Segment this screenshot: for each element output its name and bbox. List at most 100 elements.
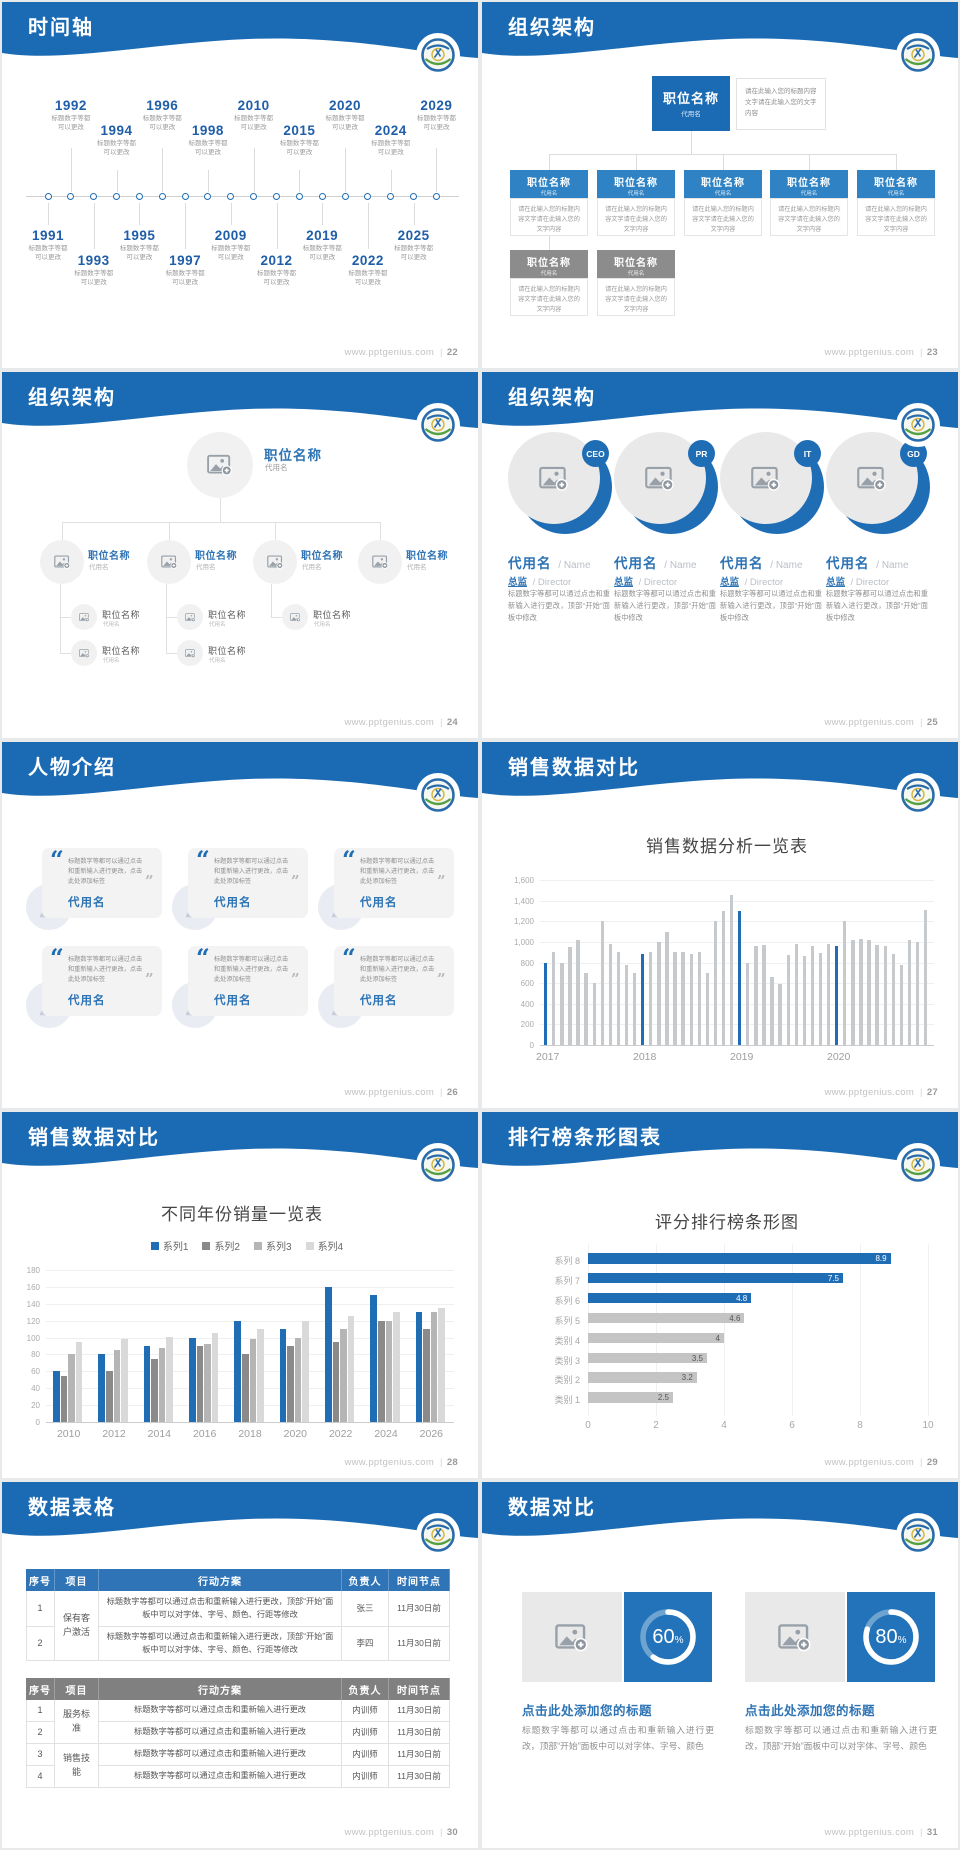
timeline-dot [410,193,418,200]
timeline-item-desc: 标题数字等都可以更改 [74,270,114,287]
member-role-en: / Director [848,577,890,588]
bar-category-label: 系列 8 [554,1256,580,1266]
bar [624,964,629,1045]
bar [438,1308,446,1422]
timeline-year: 1991 [31,228,65,243]
chart-title: 销售数据分析一览表 [646,837,808,856]
slide-25-org-members[interactable]: 组织架构 CEO 代用名 / Name 总监 / Director 标题数字等都可以通… [482,372,958,738]
org-level3-name: 职位名称 [208,646,247,656]
member-desc: 标题数字等都可以通过点击和重新输入进行更改，顶部“开始”面板中修改 [720,589,822,623]
school-emblem-icon [899,36,937,74]
org-connector [166,584,167,653]
image-placeholder-icon [53,555,70,569]
bar [632,972,637,1045]
x-tick-label: 8 [857,1420,863,1431]
image-placeholder-icon [184,612,195,622]
footer-divider: | [440,1827,443,1838]
member-name-row: 代用名 / Name [614,552,724,573]
org-connector [60,584,61,653]
timeline-item: 2022 标题数字等都可以更改 [339,253,397,288]
bar [568,947,572,1045]
org-child-node: 职位名称 代用名 [597,170,675,198]
timeline-item: 1994 标题数字等都可以更改 [88,123,146,158]
donut-percent-unit: % [897,1634,907,1646]
bar [713,921,718,1045]
quote-text: 标题数字等都可以通过点击和重新输入进行更改，点击此处添加标签 [360,956,435,984]
donut-value: 60% [624,1592,712,1682]
bar [75,1341,83,1422]
slide-footer: www.pptgenius.com | 24 [344,717,458,728]
org-child-alias: 代用名 [800,191,818,197]
bar-category-label: 类别 2 [554,1375,580,1386]
bar [802,956,807,1045]
footer-divider: | [920,347,923,358]
school-logo [896,1513,940,1557]
bar [377,1320,385,1422]
bar [681,952,685,1045]
member-photo: IT [720,432,824,536]
bar [762,944,766,1045]
timeline-item: 1996 标题数字等都可以更改 [133,98,191,133]
bar [196,1346,204,1422]
table-header-cell: 行动方案 [99,1569,342,1591]
compare-body: 标题数字等都可以通过点击和重新输入进行更改，顶部“开始”面板中可以对字体、字号、… [745,1725,937,1752]
bar [143,1346,151,1422]
bar [899,964,904,1045]
header-wave [482,1482,958,1538]
table-no-cell: 2 [26,1627,55,1661]
quote-open-icon: “ [196,943,210,972]
bar [705,972,710,1045]
bar [211,1333,219,1422]
gridline [46,1270,454,1271]
org-root-node: 职位名称 代用名 [652,76,730,131]
slide-28-sales-grouped-chart[interactable]: 销售数据对比 不同年份销量一览表 系列1 系列2 系列3 系列4 0 20 40 60 80 100… [2,1112,478,1478]
slide-title: 时间轴 [28,17,94,39]
slide-29-ranking-chart[interactable]: 排行榜条形图表 评分排行榜条形图 0 2 4 6 8 10 系列 8 8.9 系列 7 7.5 系列 … [482,1112,958,1478]
member-role: 总监 [614,577,634,588]
org-child-node: 职位名称 代用名 [510,170,588,198]
bar [826,943,831,1045]
slide-30-data-tables[interactable]: 数据表格 序号 项目 行动方案 负责人 时间节点 保有客户激活 1 标题数字等都可以通过点击和… [2,1482,478,1848]
bar [68,1354,75,1422]
header-wave [2,1112,478,1168]
bar [891,954,895,1045]
image-placeholder-icon [78,612,89,622]
quote-text: 标题数字等都可以通过点击和重新输入进行更改，点击此处添加标签 [360,858,435,886]
bar [738,910,742,1045]
member-name-en: / Name [873,560,909,571]
x-tick-label: 2014 [147,1428,171,1440]
bar-value-label: 2.5 [657,1393,669,1403]
donut-percent-unit: % [674,1634,684,1646]
member-badge: PR [688,440,715,467]
org-connector [549,236,550,250]
org-level3-photo [71,604,97,630]
org-level2-name: 职位名称 [195,551,237,562]
member-photo: CEO [508,432,612,536]
slide-title: 组织架构 [508,17,596,39]
bar [588,1392,673,1403]
slide-26-people-intro[interactable]: 人物介绍 “” 标题数字等都可以通过点击和重新输入进行更改，点击此处添加标签 代用名… [2,742,478,1108]
table-header-cell: 行动方案 [99,1678,342,1700]
slide-title: 销售数据对比 [28,1127,160,1149]
timeline-item-desc: 标题数字等都可以更改 [279,140,319,157]
slide-24-org-circles[interactable]: 组织架构 职位名称 代用名 职位名称 代用名 职位名称 代用名 职位名称 代用名 职位名称 代用名… [2,372,478,738]
slide-23-org-boxes[interactable]: 组织架构 职位名称 代用名 请在此输入您的标题内容文字请在此输入您的文字内容 职位名称… [482,2,958,368]
timeline-item-desc: 标题数字等都可以更改 [416,115,456,132]
school-emblem-icon [899,1516,937,1554]
y-tick-label: 40 [31,1384,40,1394]
org-child-node: 职位名称 代用名 [770,170,848,198]
members-canvas: CEO 代用名 / Name 总监 / Director 标题数字等都可以通过点击和重… [482,372,958,738]
org-level2-photo [40,540,84,584]
slide-31-data-compare[interactable]: 数据对比 60% 点击此处添加您的标题 标题数字等都可以通过点击和重新输入进行更改，… [482,1482,958,1848]
footer-site: www.pptgenius.com [824,717,915,728]
bar [332,1341,340,1422]
bar [325,1286,332,1422]
org-gray-alias: 代用名 [627,271,645,277]
bar [415,1312,423,1422]
timeline-dot [90,193,98,200]
quote-name: 代用名 [360,995,398,1007]
table-no-cell: 4 [26,1766,55,1788]
timeline-connector [185,203,187,249]
slide-22-timeline[interactable]: 时间轴 1991 标题数字等都可以更改 1992 标题数字等都可以更改 1993 标题数字… [2,2,478,368]
slide-27-sales-chart[interactable]: 销售数据对比 销售数据分析一览表 0 200 400 600 800 1,000 1,200 1… [482,742,958,1108]
